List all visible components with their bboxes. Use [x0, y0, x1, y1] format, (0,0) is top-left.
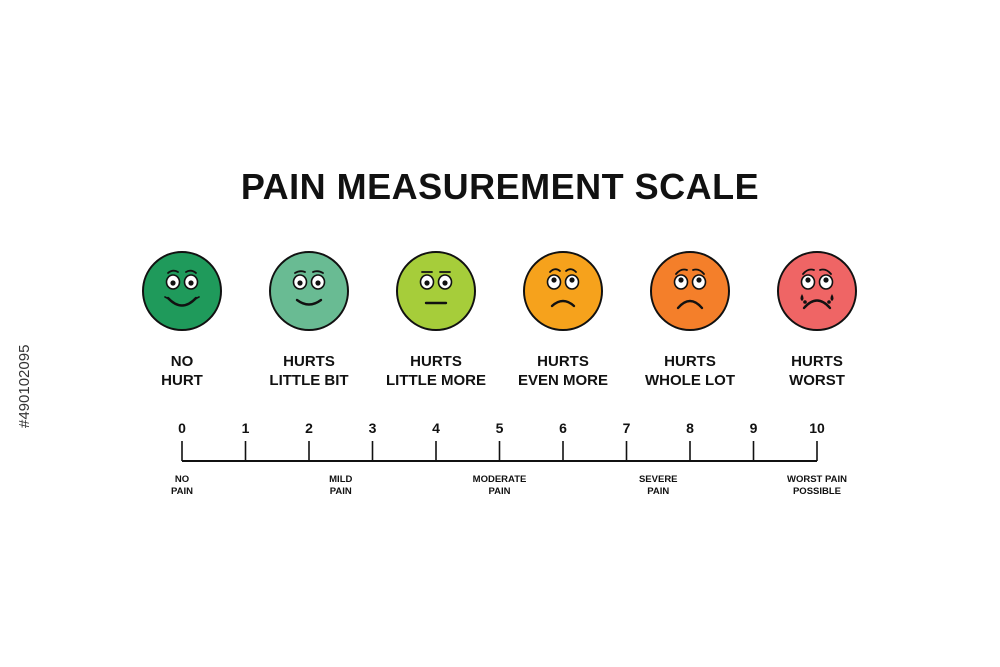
face-label: HURTS LITTLE BIT: [224, 352, 394, 390]
tick-label: 1: [241, 420, 250, 436]
descriptor-line2: PAIN: [171, 486, 193, 497]
face-label-line2: WHOLE LOT: [645, 372, 735, 389]
face-slight-frown-icon: [522, 250, 604, 332]
scale-descriptor: MODERATE PAIN: [445, 474, 555, 498]
tick-label: 0: [178, 420, 186, 436]
descriptor-line1: NO: [174, 474, 190, 485]
face-label: HURTS EVEN MORE: [478, 352, 648, 390]
descriptor-line2: PAIN: [647, 486, 670, 497]
tick-label: 3: [368, 420, 377, 436]
page-title: PAIN MEASUREMENT SCALE: [240, 166, 760, 207]
face-label-line1: HURTS: [537, 353, 589, 370]
face-label-line2: HURT: [161, 372, 203, 389]
face-label-line1: HURTS: [283, 353, 335, 370]
face-smile-icon: [268, 250, 350, 332]
stock-id-watermark: #490102095: [16, 344, 33, 428]
tick-label: 7: [622, 420, 631, 436]
face-label-line1: NO: [170, 353, 194, 370]
descriptor-line1: SEVERE: [638, 474, 678, 485]
scale-descriptor: MILD PAIN: [286, 474, 396, 498]
tick-label: 9: [749, 420, 758, 436]
face-label-line2: LITTLE BIT: [269, 372, 349, 389]
face-frown-icon: [649, 250, 731, 332]
face-label: NO HURT: [97, 352, 267, 390]
descriptor-line2: PAIN: [488, 486, 511, 497]
descriptor-line1: WORST PAIN: [787, 474, 847, 485]
face-big-smile-icon: [141, 250, 223, 332]
face-label: HURTS WORST: [732, 352, 902, 390]
descriptor-line2: POSSIBLE: [792, 486, 842, 497]
face-label-line2: WORST: [789, 372, 845, 389]
tick-label: 6: [559, 420, 567, 436]
face-neutral-icon: [395, 250, 477, 332]
tick-label: 4: [432, 420, 440, 436]
face-label-line2: LITTLE MORE: [386, 372, 486, 389]
face-label-line1: HURTS: [664, 353, 716, 370]
scale-descriptor: SEVERE PAIN: [603, 474, 713, 498]
face-crying-icon: [776, 250, 858, 332]
scale-descriptor: NO PAIN: [127, 474, 237, 498]
descriptor-line1: MILD: [329, 474, 353, 485]
face-label-line2: EVEN MORE: [517, 372, 608, 389]
tick-label: 5: [495, 420, 504, 436]
tick-label: 8: [686, 420, 694, 436]
descriptor-line1: MODERATE: [472, 474, 527, 485]
tick-label: 10: [809, 420, 825, 436]
descriptor-line2: PAIN: [329, 486, 352, 497]
face-label-line1: HURTS: [791, 353, 843, 370]
tick-label: 2: [305, 420, 313, 436]
scale-line: [181, 441, 818, 462]
face-label: HURTS WHOLE LOT: [605, 352, 775, 390]
scale-descriptor: WORST PAIN POSSIBLE: [762, 474, 872, 498]
face-label-line1: HURTS: [410, 353, 462, 370]
face-label: HURTS LITTLE MORE: [351, 352, 521, 390]
